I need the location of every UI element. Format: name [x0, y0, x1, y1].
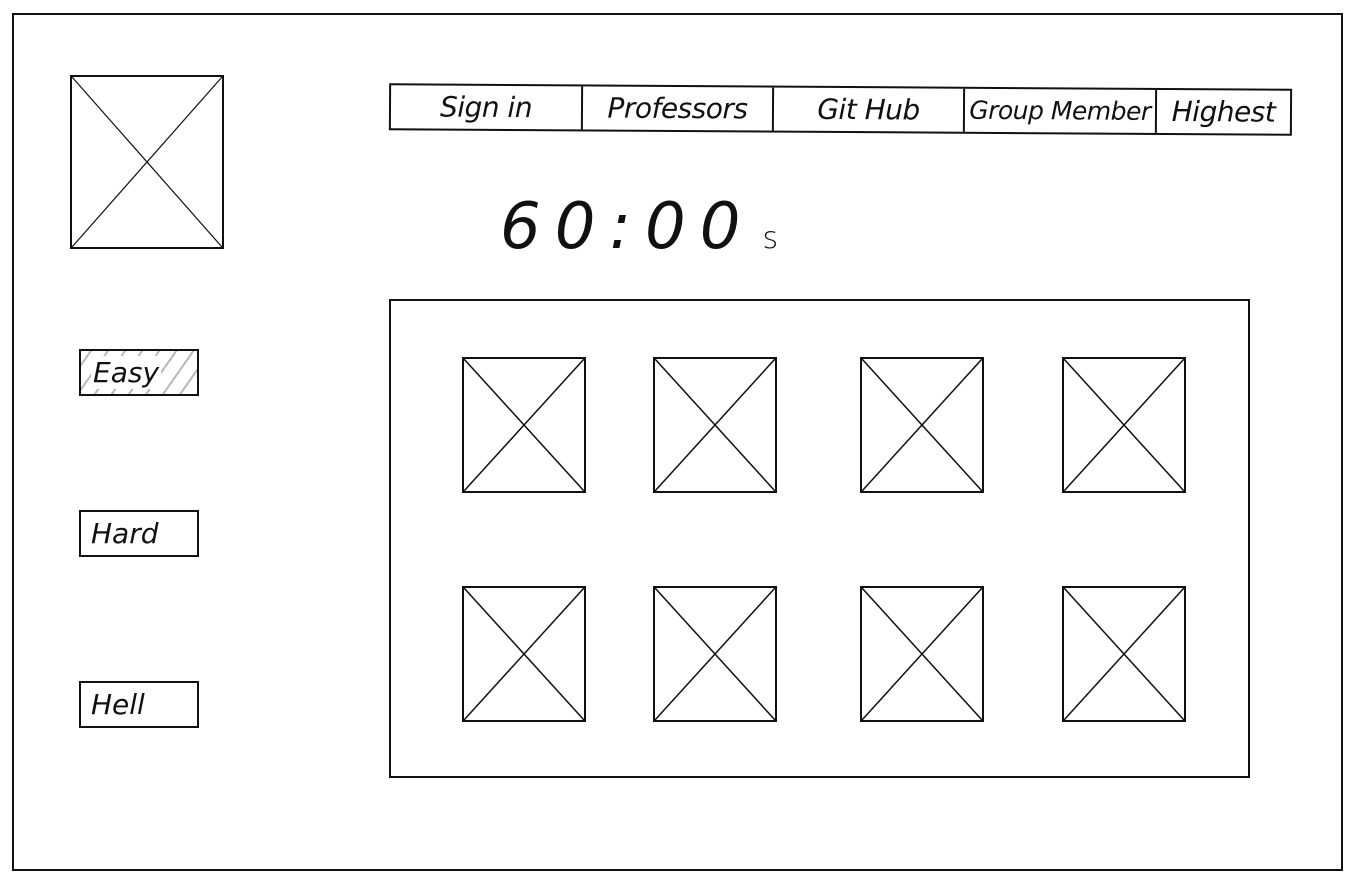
timer-unit: s — [762, 221, 779, 256]
game-board — [389, 299, 1250, 778]
nav-github[interactable]: Git Hub — [773, 87, 966, 132]
nav-highest[interactable]: Highest — [1171, 95, 1276, 129]
card-6[interactable] — [653, 586, 777, 722]
image-placeholder-icon — [655, 588, 775, 720]
top-nav-bar: Sign in Professors Git Hub Group Member … — [388, 83, 1293, 136]
timer-value: 60:00 — [500, 190, 755, 264]
card-4[interactable] — [1062, 357, 1186, 493]
countdown-timer: 60:00 s — [500, 190, 778, 280]
card-2[interactable] — [653, 357, 777, 493]
difficulty-easy-label: Easy — [91, 356, 162, 389]
card-7[interactable] — [860, 586, 984, 722]
image-placeholder-icon — [464, 588, 584, 720]
nav-group-member[interactable]: Group Member — [964, 88, 1158, 133]
image-placeholder-icon — [862, 588, 982, 720]
difficulty-easy-button[interactable]: Easy — [79, 349, 199, 396]
card-8[interactable] — [1062, 586, 1186, 722]
image-placeholder-icon — [464, 359, 584, 491]
card-5[interactable] — [462, 586, 586, 722]
logo-image-placeholder — [70, 75, 224, 249]
image-placeholder-icon — [655, 359, 775, 491]
image-placeholder-icon — [862, 359, 982, 491]
nav-professors[interactable]: Professors — [582, 86, 775, 131]
card-1[interactable] — [462, 357, 586, 493]
card-3[interactable] — [860, 357, 984, 493]
difficulty-hard-label: Hard — [91, 517, 159, 550]
image-placeholder-icon — [1064, 359, 1184, 491]
image-placeholder-icon — [72, 77, 222, 247]
image-placeholder-icon — [1064, 588, 1184, 720]
difficulty-hell-button[interactable]: Hell — [79, 681, 199, 728]
difficulty-hard-button[interactable]: Hard — [79, 510, 199, 557]
difficulty-hell-label: Hell — [91, 688, 145, 721]
app-frame — [12, 13, 1343, 871]
nav-sign-in[interactable]: Sign in — [390, 85, 584, 130]
